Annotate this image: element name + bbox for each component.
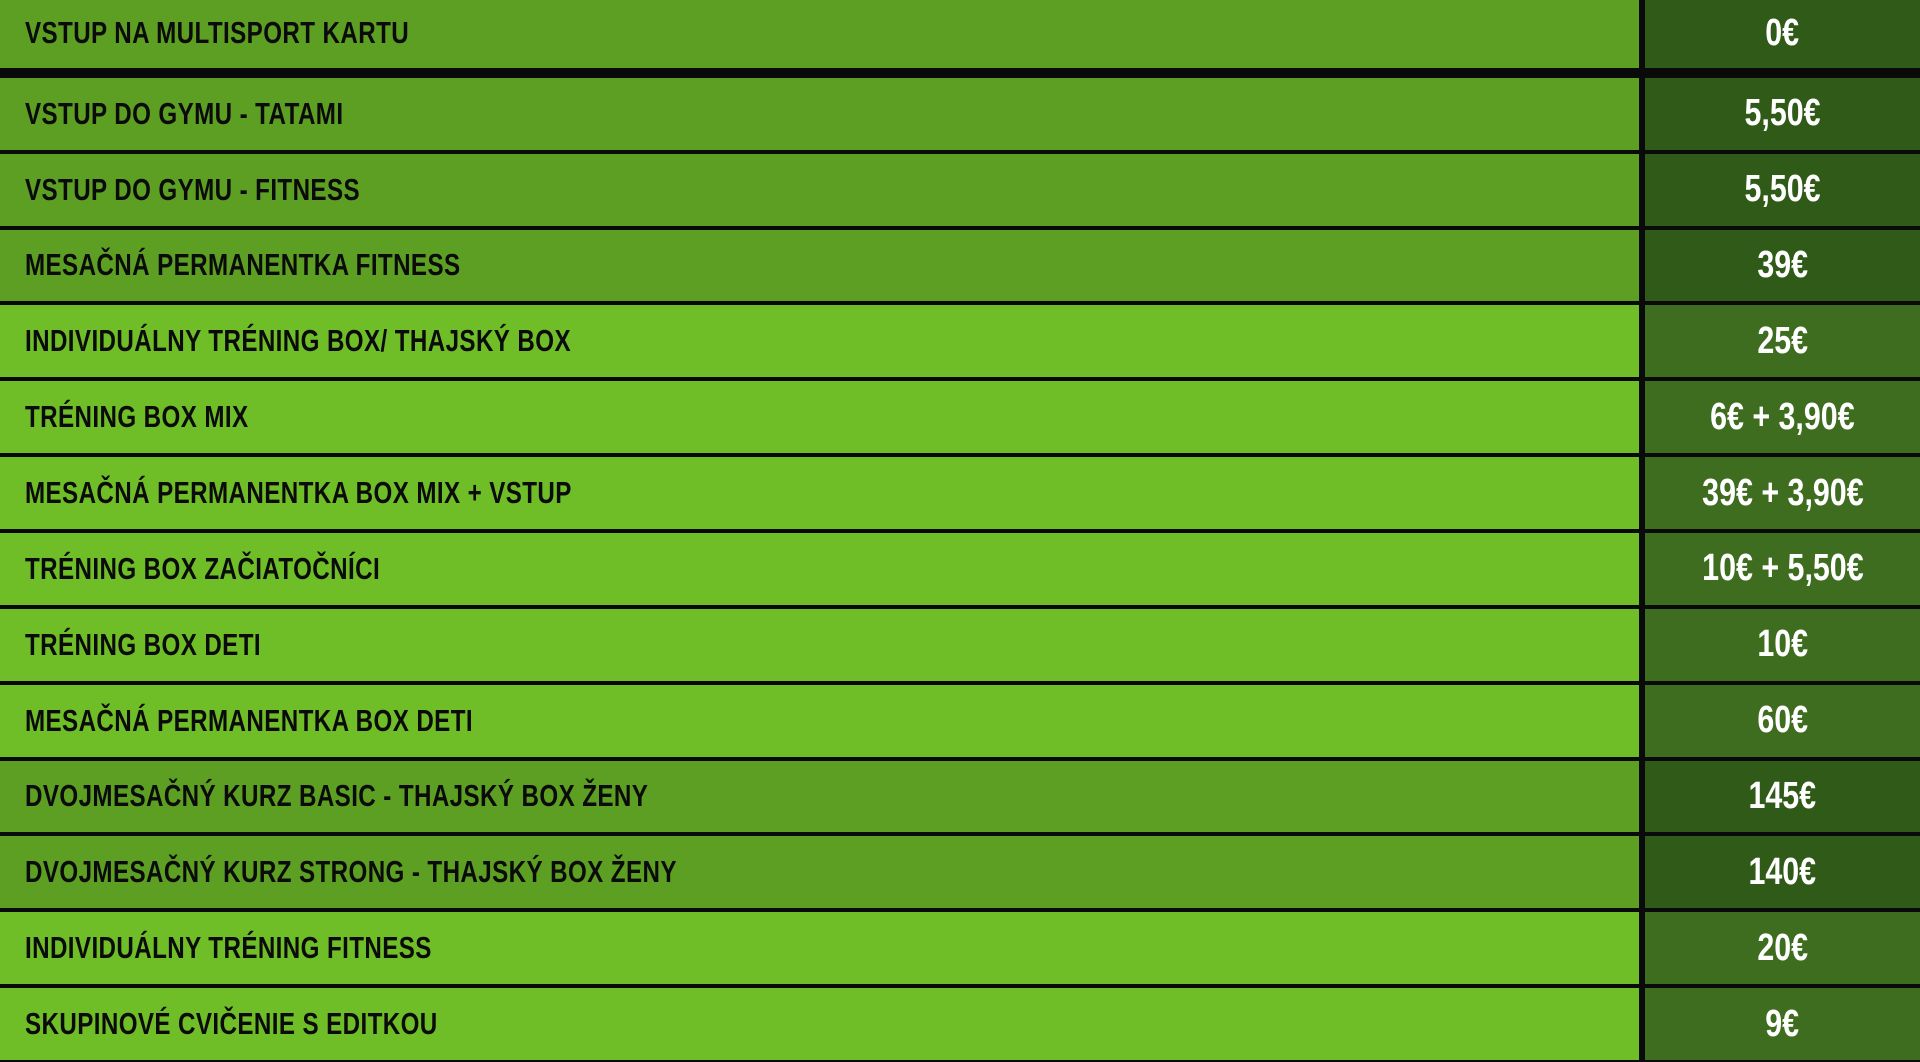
service-name-cell: MESAČNÁ PERMANENTKA BOX DETI — [0, 684, 1639, 757]
price-value: 60€ — [1757, 699, 1808, 742]
service-name: TRÉNING BOX MIX — [25, 399, 249, 435]
price-cell: 39€ + 3,90€ — [1645, 457, 1920, 529]
service-name-cell: VSTUP NA MULTISPORT KARTU — [0, 0, 1639, 68]
service-name: MESAČNÁ PERMANENTKA BOX MIX + VSTUP — [25, 475, 572, 511]
price-cell: 5,50€ — [1645, 77, 1920, 150]
price-row: VSTUP NA MULTISPORT KARTU 0€ — [0, 0, 1920, 68]
price-row: INDIVIDUÁLNY TRÉNING BOX/ THAJSKÝ BOX 25€ — [0, 305, 1920, 378]
service-name: INDIVIDUÁLNY TRÉNING FITNESS — [25, 930, 432, 966]
price-cell: 5,50€ — [1645, 153, 1920, 226]
service-name-cell: DVOJMESAČNÝ KURZ STRONG - THAJSKÝ BOX ŽE… — [0, 836, 1639, 909]
service-name-cell: VSTUP DO GYMU - FITNESS — [0, 153, 1639, 226]
price-cell: 6€ + 3,90€ — [1645, 381, 1920, 454]
price-value: 6€ + 3,90€ — [1710, 395, 1855, 438]
price-row: VSTUP DO GYMU - TATAMI 5,50€ — [0, 77, 1920, 150]
price-row: DVOJMESAČNÝ KURZ STRONG - THAJSKÝ BOX ŽE… — [0, 836, 1920, 909]
service-name: SKUPINOVÉ CVIČENIE S EDITKOU — [25, 1006, 438, 1042]
price-row: SKUPINOVÉ CVIČENIE S EDITKOU 9€ — [0, 988, 1920, 1060]
price-value: 0€ — [1765, 11, 1800, 54]
price-row: MESAČNÁ PERMANENTKA FITNESS 39€ — [0, 229, 1920, 302]
price-cell: 10€ — [1645, 608, 1920, 681]
price-row: MESAČNÁ PERMANENTKA BOX MIX + VSTUP 39€ +… — [0, 457, 1920, 529]
service-name-cell: MESAČNÁ PERMANENTKA FITNESS — [0, 229, 1639, 302]
price-value: 10€ + 5,50€ — [1701, 547, 1864, 590]
service-name-cell: TRÉNING BOX ZAČIATOČNÍCI — [0, 533, 1639, 605]
price-cell: 20€ — [1645, 912, 1920, 985]
service-name: MESAČNÁ PERMANENTKA FITNESS — [25, 247, 461, 283]
service-name: DVOJMESAČNÝ KURZ BASIC - THAJSKÝ BOX ŽEN… — [25, 778, 649, 814]
service-name-cell: SKUPINOVÉ CVIČENIE S EDITKOU — [0, 988, 1639, 1060]
price-value: 5,50€ — [1744, 92, 1821, 135]
service-name: VSTUP NA MULTISPORT KARTU — [25, 15, 410, 50]
price-value: 9€ — [1765, 1002, 1800, 1045]
price-row: TRÉNING BOX MIX 6€ + 3,90€ — [0, 381, 1920, 454]
price-value: 25€ — [1757, 319, 1808, 362]
service-name-cell: DVOJMESAČNÝ KURZ BASIC - THAJSKÝ BOX ŽEN… — [0, 760, 1639, 833]
price-cell: 9€ — [1645, 988, 1920, 1060]
price-value: 5,50€ — [1744, 168, 1821, 211]
price-value: 39€ — [1757, 243, 1808, 286]
service-name: MESAČNÁ PERMANENTKA BOX DETI — [25, 702, 473, 738]
price-cell: 60€ — [1645, 684, 1920, 757]
price-row: TRÉNING BOX DETI 10€ — [0, 608, 1920, 681]
price-cell: 140€ — [1645, 836, 1920, 909]
price-row: VSTUP DO GYMU - FITNESS 5,50€ — [0, 153, 1920, 226]
price-row: DVOJMESAČNÝ KURZ BASIC - THAJSKÝ BOX ŽEN… — [0, 760, 1920, 833]
service-name: VSTUP DO GYMU - TATAMI — [25, 95, 344, 131]
service-name-cell: INDIVIDUÁLNY TRÉNING BOX/ THAJSKÝ BOX — [0, 305, 1639, 378]
service-name-cell: INDIVIDUÁLNY TRÉNING FITNESS — [0, 912, 1639, 985]
price-row: MESAČNÁ PERMANENTKA BOX DETI 60€ — [0, 684, 1920, 757]
service-name-cell: TRÉNING BOX DETI — [0, 608, 1639, 681]
price-cell: 10€ + 5,50€ — [1645, 533, 1920, 605]
price-cell: 25€ — [1645, 305, 1920, 378]
price-row: INDIVIDUÁLNY TRÉNING FITNESS 20€ — [0, 912, 1920, 985]
price-value: 39€ + 3,90€ — [1701, 471, 1864, 514]
service-name: INDIVIDUÁLNY TRÉNING BOX/ THAJSKÝ BOX — [25, 323, 572, 359]
price-value: 145€ — [1748, 774, 1817, 817]
price-row: TRÉNING BOX ZAČIATOČNÍCI 10€ + 5,50€ — [0, 533, 1920, 605]
service-name: DVOJMESAČNÝ KURZ STRONG - THAJSKÝ BOX ŽE… — [25, 854, 677, 890]
service-name: VSTUP DO GYMU - FITNESS — [25, 171, 360, 207]
service-name-cell: VSTUP DO GYMU - TATAMI — [0, 77, 1639, 150]
price-value: 140€ — [1748, 850, 1817, 893]
price-cell: 39€ — [1645, 229, 1920, 302]
price-cell: 145€ — [1645, 760, 1920, 833]
service-name-cell: TRÉNING BOX MIX — [0, 381, 1639, 454]
service-name: TRÉNING BOX ZAČIATOČNÍCI — [25, 550, 381, 586]
service-name: TRÉNING BOX DETI — [25, 626, 261, 662]
price-value: 10€ — [1757, 623, 1808, 666]
price-value: 20€ — [1757, 926, 1808, 969]
price-cell: 0€ — [1645, 0, 1920, 68]
service-name-cell: MESAČNÁ PERMANENTKA BOX MIX + VSTUP — [0, 457, 1639, 529]
